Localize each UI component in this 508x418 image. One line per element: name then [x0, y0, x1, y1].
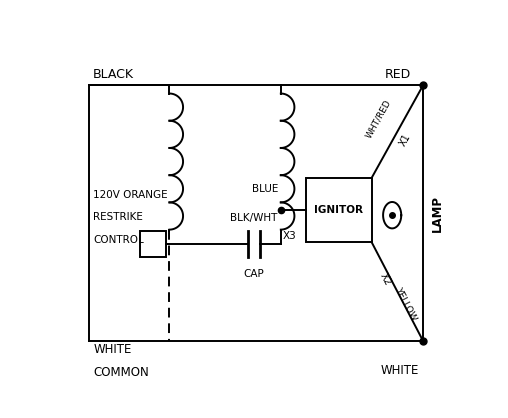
Text: IGNITOR: IGNITOR — [314, 205, 363, 215]
Text: 120V ORANGE: 120V ORANGE — [93, 190, 168, 199]
Text: BLACK: BLACK — [93, 68, 134, 81]
Text: WHITE: WHITE — [380, 364, 419, 377]
Text: BLUE: BLUE — [252, 184, 279, 194]
Text: RESTRIKE: RESTRIKE — [93, 212, 143, 222]
Text: RED: RED — [385, 68, 411, 81]
FancyBboxPatch shape — [305, 178, 371, 242]
Text: X3: X3 — [283, 231, 297, 241]
Text: WHITE: WHITE — [93, 343, 132, 356]
Text: YELLOW: YELLOW — [393, 285, 418, 322]
Text: CAP: CAP — [244, 269, 264, 279]
FancyBboxPatch shape — [140, 231, 166, 257]
Text: BLK/WHT: BLK/WHT — [230, 214, 278, 224]
Text: COMMON: COMMON — [93, 366, 149, 379]
Text: X2: X2 — [377, 271, 392, 287]
Text: LAMP: LAMP — [431, 195, 444, 232]
Text: X1: X1 — [398, 132, 413, 148]
Text: CONTROL: CONTROL — [93, 235, 144, 245]
Text: WHT/RED: WHT/RED — [364, 98, 393, 140]
